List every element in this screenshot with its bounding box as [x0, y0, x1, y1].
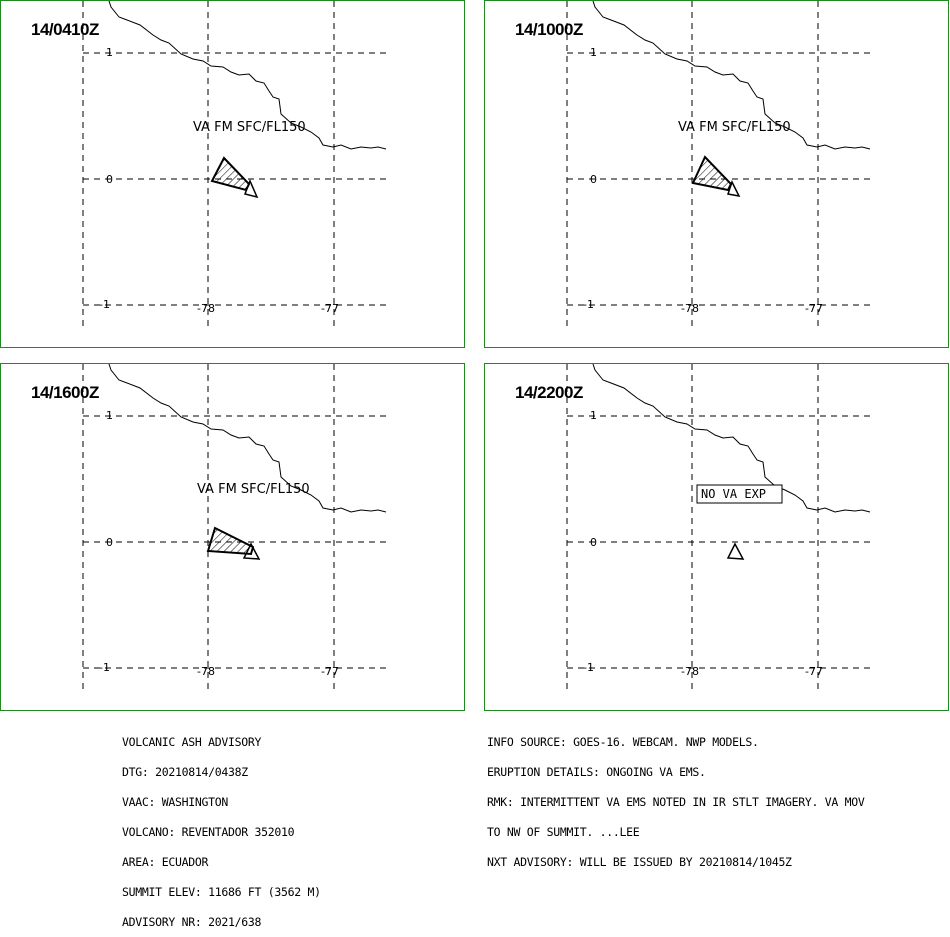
advisory-line: VOLCANIC ASH ADVISORY [122, 735, 262, 749]
lon-tick-78: -78 [681, 302, 699, 315]
advisory-line: VOLCANO: REVENTADOR 352010 [122, 825, 295, 839]
lon-tick-78: -78 [681, 665, 699, 678]
no-va-label: NO VA EXP [701, 487, 766, 501]
advisory-line: NXT ADVISORY: WILL BE ISSUED BY 20210814… [487, 855, 792, 869]
map-4: NO VA EXP 1 0 -1 -78 -77 [566, 364, 871, 694]
forecast-panel-4: NO VA EXP 1 0 -1 -78 -77 14/2200Z [484, 363, 949, 711]
forecast-panel-1: VA FM SFC/FL150 1 0 -1 -78 -77 14/0410Z [0, 0, 465, 348]
advisory-line: INFO SOURCE: GOES-16. WEBCAM. NWP MODELS… [487, 735, 759, 749]
lon-tick-77: -77 [321, 665, 339, 678]
lat-tick-neg1: -1 [99, 298, 110, 311]
forecast-panel-3: VA FM SFC/FL150 1 0 -1 -78 -77 14/1600Z [0, 363, 465, 711]
advisory-line: AREA: ECUADOR [122, 855, 209, 869]
lat-tick-1: 1 [106, 409, 113, 422]
no-va-box [696, 484, 783, 504]
va-label: VA FM SFC/FL150 [678, 120, 791, 135]
va-label: VA FM SFC/FL150 [197, 482, 310, 497]
va-label: VA FM SFC/FL150 [193, 120, 306, 135]
map-3: VA FM SFC/FL150 1 0 -1 -78 -77 [82, 364, 387, 694]
panel-time: 14/0410Z [31, 20, 99, 39]
grid [566, 1, 870, 331]
grid [82, 1, 386, 331]
lat-tick-0: 0 [590, 173, 597, 186]
advisory-line: ADVISORY NR: 2021/638 [122, 915, 262, 929]
grid [82, 364, 386, 694]
lat-tick-1: 1 [590, 409, 597, 422]
advisory-header-block: VOLCANIC ASH ADVISORY DTG: 20210814/0438… [122, 717, 321, 937]
lat-tick-neg1: -1 [583, 298, 594, 311]
map-2: VA FM SFC/FL150 1 0 -1 -78 -77 [566, 1, 871, 331]
advisory-line: SUMMIT ELEV: 11686 FT (3562 M) [122, 885, 321, 899]
advisory-line: RMK: INTERMITTENT VA EMS NOTED IN IR STL… [487, 795, 865, 809]
lon-tick-77: -77 [805, 665, 823, 678]
coastline [108, 1, 387, 150]
lon-tick-77: -77 [321, 302, 339, 315]
advisory-line: TO NW OF SUMMIT. ...LEE [487, 825, 640, 839]
lat-tick-0: 0 [106, 536, 113, 549]
lat-tick-neg1: -1 [99, 661, 110, 674]
lat-tick-0: 0 [106, 173, 113, 186]
coastline [592, 1, 871, 150]
panel-time: 14/1600Z [31, 383, 99, 402]
panel-time: 14/2200Z [515, 383, 583, 402]
lon-tick-77: -77 [805, 302, 823, 315]
ash-plume [206, 526, 261, 560]
coastline [592, 364, 871, 513]
advisory-details-block: INFO SOURCE: GOES-16. WEBCAM. NWP MODELS… [487, 717, 865, 877]
lat-tick-1: 1 [106, 46, 113, 59]
coastline [108, 364, 387, 513]
lat-tick-neg1: -1 [583, 661, 594, 674]
lat-tick-1: 1 [590, 46, 597, 59]
volcano-symbol [726, 542, 745, 560]
advisory-line: DTG: 20210814/0438Z [122, 765, 248, 779]
ash-plume [691, 155, 741, 198]
panel-time: 14/1000Z [515, 20, 583, 39]
forecast-panel-2: VA FM SFC/FL150 1 0 -1 -78 -77 14/1000Z [484, 0, 949, 348]
advisory-line: ERUPTION DETAILS: ONGOING VA EMS. [487, 765, 706, 779]
map-1: VA FM SFC/FL150 1 0 -1 -78 -77 [82, 1, 387, 331]
lon-tick-78: -78 [197, 302, 215, 315]
grid [566, 364, 870, 694]
ash-plume [210, 156, 259, 199]
advisory-line: VAAC: WASHINGTON [122, 795, 228, 809]
lat-tick-0: 0 [590, 536, 597, 549]
lon-tick-78: -78 [197, 665, 215, 678]
